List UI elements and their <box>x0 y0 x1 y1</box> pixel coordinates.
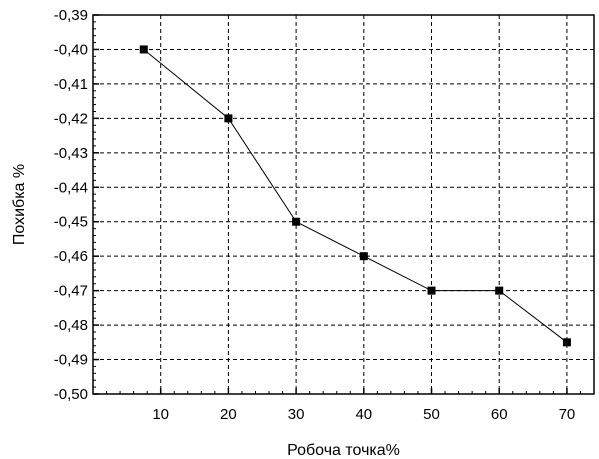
y-tick-label: -0,43 <box>54 145 88 162</box>
x-tick-label: 50 <box>423 406 440 423</box>
x-tick-label: 70 <box>559 406 576 423</box>
y-tick-label: -0,39 <box>54 7 88 24</box>
data-point <box>359 252 368 261</box>
y-tick-label: -0,40 <box>54 41 88 58</box>
x-tick-label: 10 <box>152 406 169 423</box>
x-tick-label: 60 <box>491 406 508 423</box>
data-point <box>495 286 504 295</box>
plot-frame <box>92 14 595 395</box>
series-group <box>139 45 571 347</box>
x-tick-label: 30 <box>288 406 305 423</box>
y-tick-label: -0,45 <box>54 214 88 231</box>
x-tick-label: 20 <box>220 406 237 423</box>
y-tick-label: -0,47 <box>54 283 88 300</box>
data-point <box>139 45 148 54</box>
y-axis-title: Похибка % <box>11 164 28 245</box>
y-tick-label: -0,46 <box>54 248 88 265</box>
series-line <box>143 49 568 343</box>
y-tick-label: -0,41 <box>54 76 88 93</box>
x-tick-label: 40 <box>355 406 372 423</box>
data-point <box>427 286 436 295</box>
y-tick-label: -0,50 <box>54 386 88 403</box>
y-tick-label: -0,42 <box>54 110 88 127</box>
data-point <box>562 338 571 347</box>
y-tick-label: -0,48 <box>54 317 88 334</box>
grid <box>93 15 594 394</box>
y-tick-label: -0,44 <box>54 179 88 196</box>
y-tick-label: -0,49 <box>54 352 88 369</box>
data-point <box>292 217 301 226</box>
tick-labels: -0,39 -0,40 -0,41 -0,42 -0,43 -0,44 -0,45 -0,46… <box>54 7 575 423</box>
data-point <box>224 114 233 123</box>
ticks <box>93 14 581 395</box>
x-axis-title: Робоча точка% <box>287 442 400 459</box>
